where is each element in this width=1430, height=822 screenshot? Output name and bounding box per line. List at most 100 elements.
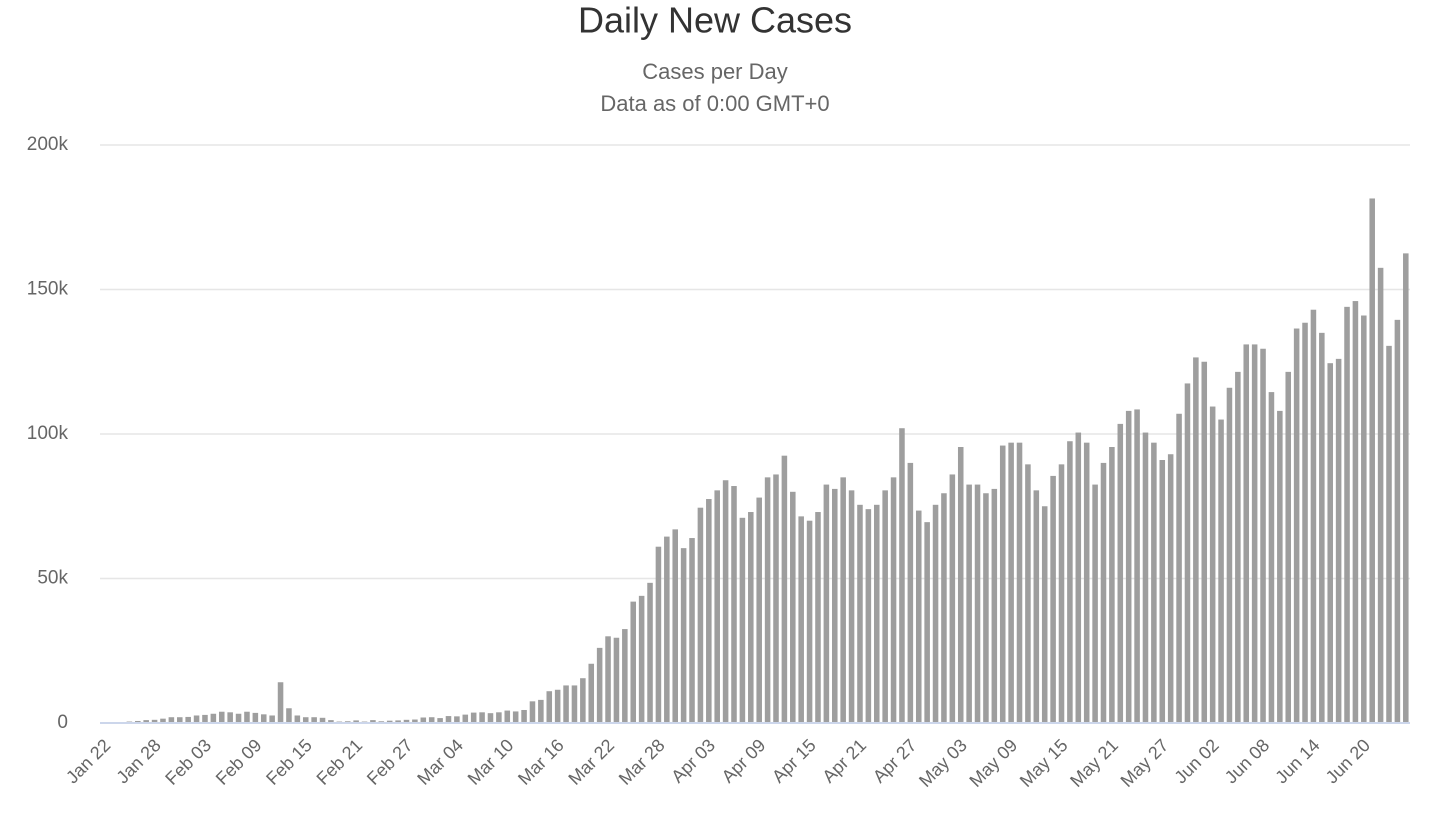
bar xyxy=(622,629,628,723)
bar xyxy=(386,720,393,723)
bar xyxy=(496,712,502,723)
bar xyxy=(1260,348,1266,723)
bar xyxy=(907,462,914,723)
bar xyxy=(546,691,553,723)
x-tick-label: Mar 16 xyxy=(514,735,568,789)
bar xyxy=(890,477,897,723)
bar xyxy=(1117,423,1124,723)
bar xyxy=(588,663,595,723)
bar xyxy=(991,488,998,723)
bar xyxy=(428,717,435,723)
y-tick-label: 150k xyxy=(27,279,69,300)
bar xyxy=(1025,464,1031,723)
x-tick-label: Feb 03 xyxy=(161,735,215,789)
bar xyxy=(596,647,603,723)
bar xyxy=(1302,322,1308,723)
x-tick-label: Feb 21 xyxy=(313,735,367,789)
bar xyxy=(1251,344,1258,723)
x-tick-label: May 09 xyxy=(965,735,1021,791)
bar xyxy=(983,493,989,723)
bar xyxy=(1293,328,1300,723)
bar xyxy=(781,455,788,723)
bar xyxy=(1377,267,1384,723)
bar xyxy=(655,546,662,723)
bar xyxy=(1008,442,1014,723)
bar xyxy=(1041,506,1048,723)
y-tick-label: 0 xyxy=(57,712,68,733)
x-tick-label: Mar 10 xyxy=(464,735,518,789)
x-tick-label: May 21 xyxy=(1066,735,1122,791)
bar xyxy=(311,717,317,723)
x-tick-label: Apr 15 xyxy=(768,735,820,787)
chart-title: Daily New Cases xyxy=(578,0,852,41)
bar xyxy=(756,497,762,723)
bar xyxy=(1344,306,1350,723)
bar xyxy=(1050,475,1056,723)
bar xyxy=(932,504,939,723)
bar xyxy=(1083,442,1090,723)
bar xyxy=(630,601,637,723)
bar xyxy=(1218,419,1224,723)
bar xyxy=(722,480,729,723)
bar xyxy=(764,477,771,723)
bar xyxy=(571,685,578,723)
bar xyxy=(563,685,569,723)
bar xyxy=(1134,409,1140,723)
bar xyxy=(832,488,838,723)
bar xyxy=(1226,387,1233,723)
chart-subtitle: Data as of 0:00 GMT+0 xyxy=(600,91,829,116)
x-tick-label: Mar 28 xyxy=(615,735,669,789)
bar xyxy=(143,720,149,723)
bar xyxy=(899,428,905,723)
bar xyxy=(177,717,183,723)
bar xyxy=(412,719,418,723)
bar xyxy=(538,699,544,723)
bar xyxy=(1167,454,1174,723)
bar xyxy=(1403,253,1409,723)
bar xyxy=(445,716,452,723)
bar xyxy=(504,710,511,723)
bar xyxy=(529,701,536,723)
x-tick-label: Jan 22 xyxy=(62,735,114,787)
y-tick-label: 200k xyxy=(27,134,69,155)
bar xyxy=(479,712,485,723)
bar xyxy=(370,720,376,723)
x-tick-label: May 15 xyxy=(1016,735,1072,791)
bar xyxy=(227,712,233,723)
y-tick-label: 100k xyxy=(27,423,69,444)
bar xyxy=(1319,332,1325,723)
bar xyxy=(420,717,427,723)
bar xyxy=(244,711,250,723)
bar xyxy=(1394,319,1401,723)
bar xyxy=(790,491,796,723)
x-tick-label: Jan 28 xyxy=(112,735,164,787)
x-tick-label: Feb 27 xyxy=(363,735,417,789)
bar xyxy=(1386,345,1392,723)
bar xyxy=(218,711,225,723)
bar xyxy=(882,490,888,723)
x-tick-label: Apr 27 xyxy=(869,735,921,787)
bar xyxy=(941,493,947,723)
bar xyxy=(1100,462,1107,723)
bar xyxy=(1209,406,1216,723)
bar xyxy=(1335,358,1342,723)
bar xyxy=(1243,344,1250,723)
bar xyxy=(1159,460,1166,723)
bar xyxy=(638,595,645,723)
bar xyxy=(949,474,956,723)
bar xyxy=(437,718,443,723)
x-tick-label: Jun 20 xyxy=(1322,735,1374,787)
bar xyxy=(748,512,754,723)
bar xyxy=(1033,490,1040,723)
bar xyxy=(924,522,930,723)
chart-subtitle: Cases per Day xyxy=(642,59,788,84)
bar xyxy=(286,708,292,723)
x-tick-label: May 03 xyxy=(915,735,971,791)
bar xyxy=(915,510,922,723)
bar xyxy=(252,712,259,723)
bar xyxy=(1125,410,1132,723)
bar xyxy=(1310,309,1317,723)
x-tick-label: Apr 21 xyxy=(819,735,871,787)
bar xyxy=(554,689,561,723)
